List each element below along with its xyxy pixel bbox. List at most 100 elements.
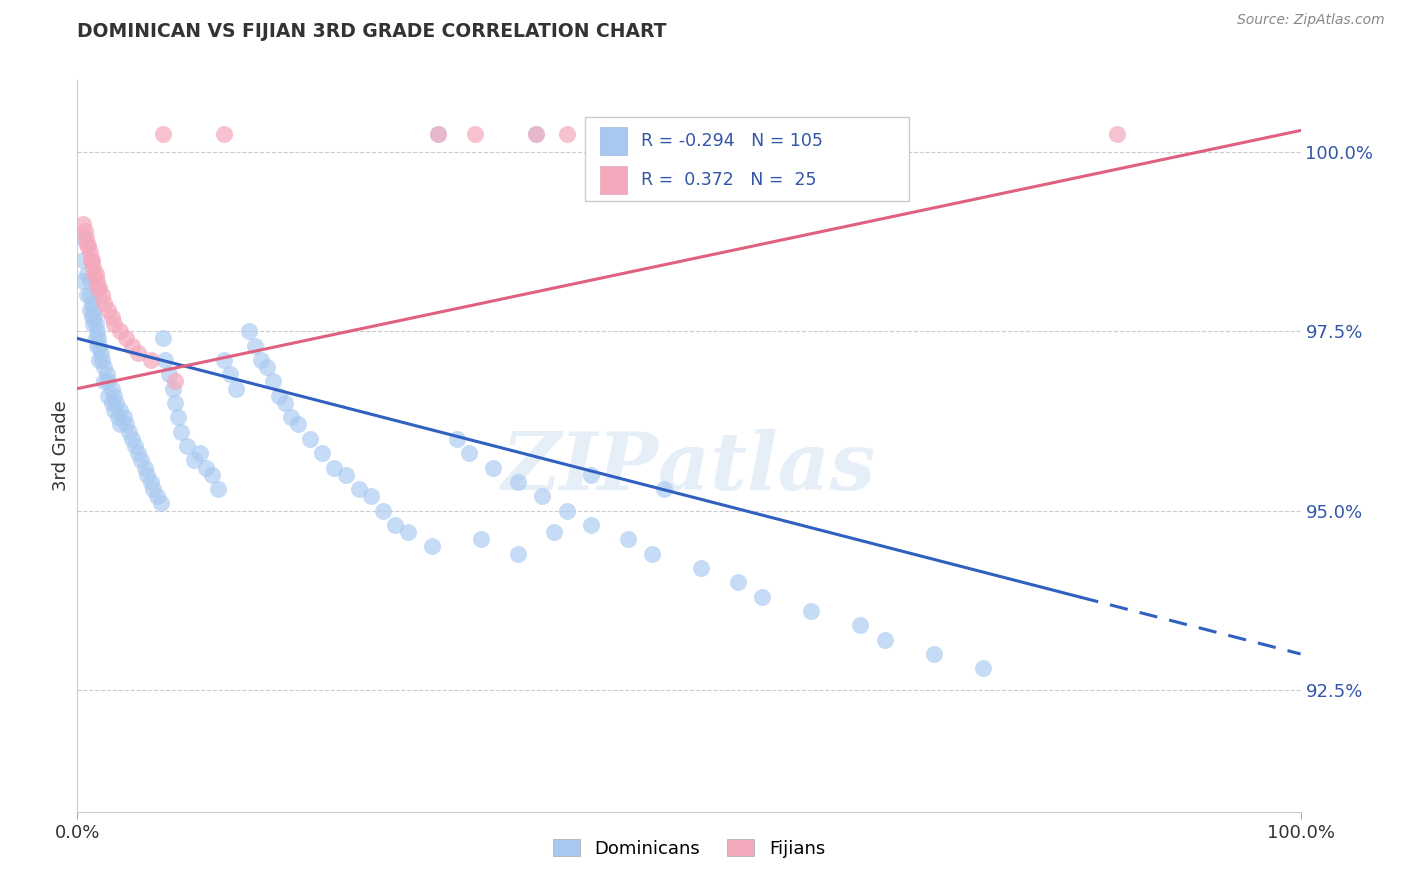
Point (149, 496, 172, 510)
Point (287, 417, 309, 432)
Point (72, 252, 94, 267)
Point (470, 533, 492, 547)
Point (76, 288, 98, 302)
Point (72, 231, 94, 245)
Point (420, 540, 443, 554)
FancyBboxPatch shape (585, 117, 910, 201)
Point (103, 403, 125, 417)
Point (360, 489, 382, 503)
Point (83, 310, 105, 324)
Point (654, 482, 676, 496)
Point (176, 439, 198, 453)
Text: R = -0.294   N = 105: R = -0.294 N = 105 (641, 132, 823, 150)
Point (194, 460, 217, 475)
Point (347, 482, 370, 496)
Point (555, 127, 578, 141)
Point (80, 252, 103, 267)
Point (800, 604, 823, 618)
Point (80, 252, 103, 267)
Point (84, 267, 107, 281)
Point (256, 360, 278, 375)
Point (89, 338, 111, 352)
Point (97, 389, 120, 403)
Point (506, 547, 529, 561)
Point (647, 127, 669, 141)
Point (87, 281, 110, 295)
Point (90, 288, 112, 302)
Point (128, 446, 150, 460)
Point (524, 127, 547, 141)
Point (136, 467, 159, 482)
Point (84, 317, 107, 331)
Text: Source: ZipAtlas.com: Source: ZipAtlas.com (1237, 13, 1385, 28)
Point (93, 295, 115, 310)
Point (89, 353, 111, 368)
Point (108, 417, 131, 432)
Point (427, 127, 450, 141)
Point (76, 238, 98, 252)
Point (72, 274, 94, 288)
Point (82, 302, 104, 317)
Point (75, 231, 97, 245)
Point (103, 389, 125, 403)
Point (269, 389, 291, 403)
Y-axis label: 3rd Grade: 3rd Grade (52, 401, 70, 491)
Point (384, 517, 406, 532)
Point (89, 281, 111, 295)
Point (166, 410, 188, 425)
Point (427, 127, 450, 141)
Point (720, 127, 742, 141)
Point (165, 396, 187, 410)
Point (464, 127, 486, 141)
Point (152, 331, 174, 345)
Point (76, 267, 98, 281)
Point (1107, 127, 1129, 141)
Point (87, 331, 110, 345)
Point (641, 547, 664, 561)
Point (152, 127, 174, 141)
Point (97, 375, 120, 389)
Text: R =  0.372   N =  25: R = 0.372 N = 25 (641, 170, 817, 189)
Point (170, 425, 193, 439)
Point (86, 274, 108, 288)
Point (238, 324, 260, 338)
Point (201, 467, 224, 482)
Point (219, 368, 242, 382)
Point (188, 446, 211, 460)
Point (73, 224, 96, 238)
Point (274, 396, 297, 410)
Point (96, 368, 118, 382)
Point (83, 267, 105, 281)
Point (972, 661, 994, 675)
Point (543, 524, 565, 539)
Text: DOMINICAN VS FIJIAN 3RD GRADE CORRELATION CHART: DOMINICAN VS FIJIAN 3RD GRADE CORRELATIO… (77, 22, 666, 41)
Point (457, 446, 479, 460)
Point (165, 375, 187, 389)
Point (690, 561, 713, 575)
Point (280, 410, 302, 425)
Legend: Dominicans, Fijians: Dominicans, Fijians (546, 832, 832, 865)
Point (80, 310, 103, 324)
Point (482, 460, 505, 475)
Point (579, 467, 602, 482)
Point (311, 446, 333, 460)
Point (84, 331, 107, 345)
Point (555, 503, 578, 517)
Point (77, 238, 100, 252)
Point (207, 482, 229, 496)
Point (128, 345, 150, 359)
Point (751, 127, 773, 141)
Point (212, 353, 235, 368)
Point (93, 375, 115, 389)
Point (72, 217, 94, 231)
Point (623, 127, 645, 141)
Point (396, 524, 419, 539)
Point (79, 288, 101, 302)
Point (446, 432, 468, 446)
Point (118, 425, 141, 439)
Point (873, 632, 896, 647)
Point (124, 439, 146, 453)
Point (155, 353, 177, 368)
Point (298, 432, 321, 446)
Point (727, 575, 749, 590)
